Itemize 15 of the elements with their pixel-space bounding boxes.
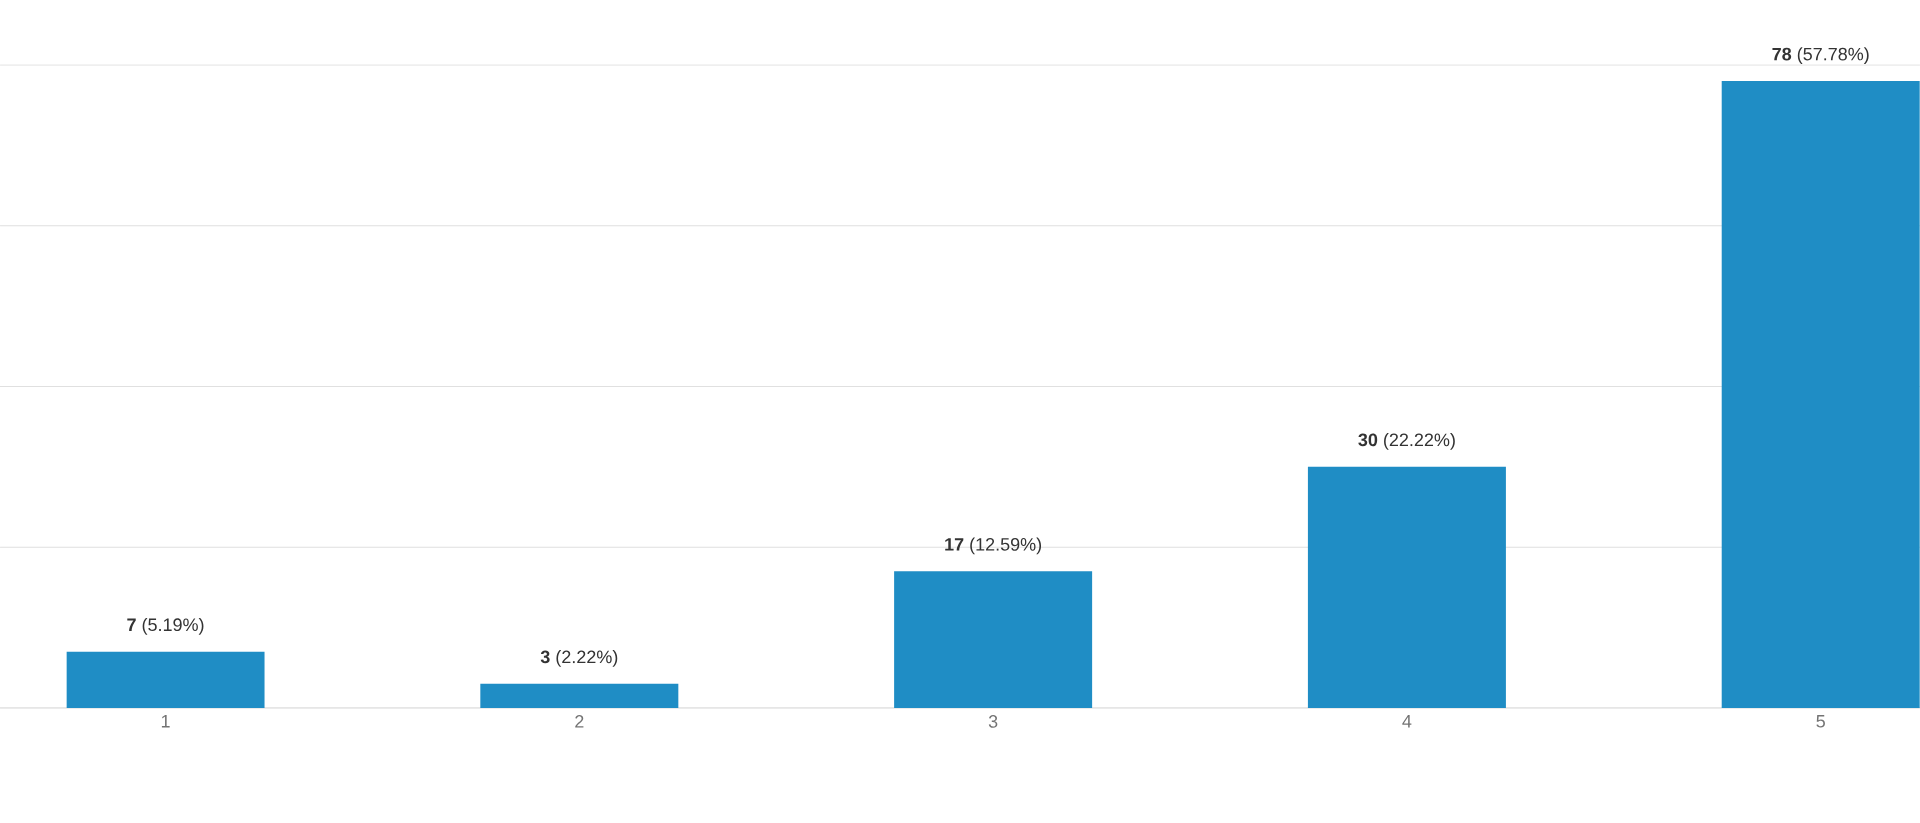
bar: [66, 651, 265, 708]
x-tick-label: 2: [575, 715, 584, 728]
data-label: 17 (12.59%): [945, 537, 1042, 555]
bar: [894, 571, 1093, 708]
data-label: 7 (5.19%): [127, 617, 204, 635]
x-tick-label: 5: [1816, 715, 1825, 728]
x-tick-label: 4: [1402, 715, 1412, 728]
bar: [480, 683, 679, 708]
x-tick-label: 1: [161, 715, 170, 728]
data-label: 78 (57.78%): [1772, 47, 1869, 65]
data-label: 30 (22.22%): [1358, 433, 1455, 450]
x-tick-label: 3: [988, 715, 998, 728]
data-label: 3 (2.22%): [540, 650, 618, 667]
bar: [1307, 466, 1506, 708]
bar: [1721, 81, 1920, 708]
